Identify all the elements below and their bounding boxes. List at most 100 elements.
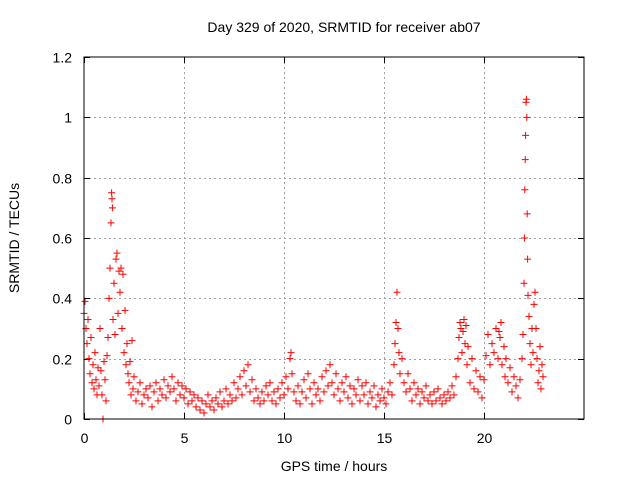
data-point	[497, 318, 505, 326]
data-point	[84, 315, 92, 323]
data-point	[108, 195, 116, 203]
data-point	[402, 388, 410, 396]
data-point	[398, 355, 406, 363]
data-point	[322, 367, 330, 375]
data-point	[532, 325, 540, 332]
data-point	[288, 370, 296, 378]
data-point	[424, 397, 432, 405]
data-point	[534, 379, 542, 387]
data-point	[510, 373, 518, 381]
data-point	[105, 294, 113, 302]
data-point	[531, 288, 539, 296]
data-point	[360, 391, 368, 399]
data-point	[304, 370, 312, 378]
data-point	[462, 321, 470, 329]
data-point	[280, 391, 288, 399]
data-point	[242, 382, 250, 390]
data-point	[494, 355, 502, 363]
data-point	[114, 309, 122, 317]
data-point	[463, 361, 471, 369]
data-point	[202, 400, 210, 408]
data-point	[530, 300, 538, 308]
data-point	[127, 391, 135, 399]
data-point	[452, 373, 460, 381]
data-point	[194, 394, 202, 402]
data-point	[502, 355, 510, 363]
data-point	[522, 131, 530, 139]
data-point	[382, 400, 390, 408]
data-point	[124, 370, 132, 378]
data-point	[276, 394, 284, 402]
data-point	[270, 388, 278, 396]
chart-title: Day 329 of 2020, SRMTID for receiver ab0…	[207, 19, 480, 35]
data-point	[366, 388, 374, 396]
data-point	[188, 397, 196, 405]
data-point	[262, 382, 270, 390]
data-point	[272, 400, 280, 408]
data-point	[85, 355, 93, 363]
data-point	[111, 331, 119, 339]
data-point	[107, 219, 115, 227]
data-point	[521, 186, 529, 194]
data-point	[537, 385, 545, 393]
data-point	[216, 388, 224, 396]
data-point	[324, 382, 332, 390]
data-point	[386, 379, 394, 387]
data-point	[374, 391, 382, 399]
grid-lines	[84, 57, 584, 419]
x-tick-label: 20	[477, 430, 493, 446]
data-point	[230, 379, 238, 387]
data-point	[109, 315, 117, 323]
data-point	[428, 400, 436, 408]
data-point	[523, 210, 531, 218]
data-point	[340, 388, 348, 396]
data-point	[416, 400, 424, 408]
data-point	[140, 391, 148, 399]
data-point	[95, 382, 103, 390]
data-point	[286, 355, 294, 363]
data-point	[352, 391, 360, 399]
data-point	[444, 388, 452, 396]
data-point	[496, 334, 504, 342]
data-point	[426, 391, 434, 399]
data-point	[248, 376, 256, 384]
data-point	[320, 388, 328, 396]
data-point	[212, 394, 220, 402]
data-point	[448, 382, 456, 390]
data-point	[535, 367, 543, 375]
data-point	[456, 318, 464, 326]
data-point	[266, 379, 274, 387]
data-point	[466, 379, 474, 387]
data-point	[346, 382, 354, 390]
data-point	[204, 391, 212, 399]
data-points	[80, 95, 547, 423]
data-point	[482, 352, 490, 360]
data-point	[446, 394, 454, 402]
data-point	[442, 397, 450, 405]
data-point	[404, 370, 412, 378]
data-point	[234, 385, 242, 393]
data-point	[238, 391, 246, 399]
data-point	[274, 385, 282, 393]
data-point	[168, 373, 176, 381]
data-point	[490, 349, 498, 357]
data-point	[282, 373, 290, 381]
data-point	[208, 397, 216, 405]
data-point	[328, 379, 336, 387]
data-point	[420, 394, 428, 402]
data-point	[164, 382, 172, 390]
data-point	[412, 391, 420, 399]
data-point	[198, 397, 206, 405]
y-tick-label: 1.2	[53, 50, 73, 66]
data-point	[252, 385, 260, 393]
data-point	[520, 234, 528, 242]
data-point	[461, 340, 469, 348]
y-tick-label: 0.2	[53, 352, 73, 368]
data-point	[81, 297, 89, 305]
data-point	[246, 388, 254, 396]
data-point	[268, 397, 276, 405]
data-point	[392, 318, 400, 326]
data-point	[454, 355, 462, 363]
data-point	[464, 343, 472, 351]
data-point	[278, 379, 286, 387]
